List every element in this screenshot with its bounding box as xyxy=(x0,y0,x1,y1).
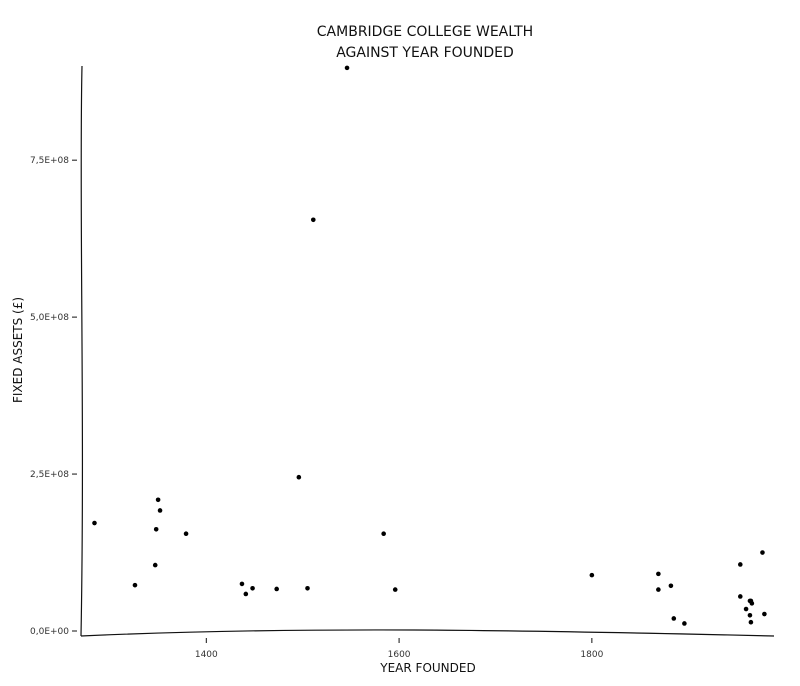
data-point xyxy=(344,65,350,71)
y-tick-label: 0,0E+00 xyxy=(30,627,69,637)
data-point xyxy=(152,562,158,568)
data-point xyxy=(310,217,316,223)
data-point xyxy=(656,571,661,577)
data-point xyxy=(747,613,753,618)
data-point xyxy=(671,616,677,621)
data-point xyxy=(296,474,302,480)
y-axis-label: FIXED ASSETS (£) xyxy=(11,297,25,403)
data-point xyxy=(155,497,161,503)
data-point xyxy=(392,587,398,592)
data-point xyxy=(748,619,754,625)
data-point xyxy=(381,531,386,536)
data-point xyxy=(738,594,743,599)
data-point xyxy=(305,586,310,591)
data-point xyxy=(239,581,245,587)
data-point xyxy=(183,531,189,536)
data-point xyxy=(274,586,279,592)
y-axis-ticks: 0,0E+00 2,5E+08 5,0E+08 7,5E+08 xyxy=(30,156,77,637)
data-point xyxy=(682,621,687,626)
x-tick-label: 1600 xyxy=(388,650,411,660)
x-axis-ticks: 1400 1600 1800 xyxy=(195,638,604,660)
scatter-points xyxy=(92,65,767,626)
data-point xyxy=(92,520,97,526)
data-point xyxy=(760,550,765,555)
data-point xyxy=(749,601,755,606)
data-point xyxy=(762,611,767,617)
data-point xyxy=(668,583,674,589)
data-point xyxy=(250,586,255,591)
chart-title-line-1: CAMBRIDGE COLLEGE WEALTH xyxy=(317,24,533,40)
y-tick-label: 5,0E+08 xyxy=(30,313,69,323)
chart-title: CAMBRIDGE COLLEGE WEALTH AGAINST YEAR FO… xyxy=(317,24,533,61)
chart-title-line-2: AGAINST YEAR FOUNDED xyxy=(336,45,514,61)
data-point xyxy=(243,591,249,597)
data-point xyxy=(738,562,743,567)
data-point xyxy=(132,582,138,588)
y-tick-label: 2,5E+08 xyxy=(30,470,69,480)
y-axis-line xyxy=(80,65,84,637)
x-axis-label: YEAR FOUNDED xyxy=(379,661,475,675)
data-point xyxy=(157,508,163,513)
x-tick-label: 1800 xyxy=(580,650,603,660)
data-point xyxy=(656,587,661,592)
data-point xyxy=(743,606,749,612)
data-point xyxy=(153,527,159,532)
x-tick-label: 1400 xyxy=(195,650,218,660)
y-tick-label: 7,5E+08 xyxy=(30,156,69,166)
data-point xyxy=(589,572,595,578)
x-axis-line xyxy=(80,629,775,637)
